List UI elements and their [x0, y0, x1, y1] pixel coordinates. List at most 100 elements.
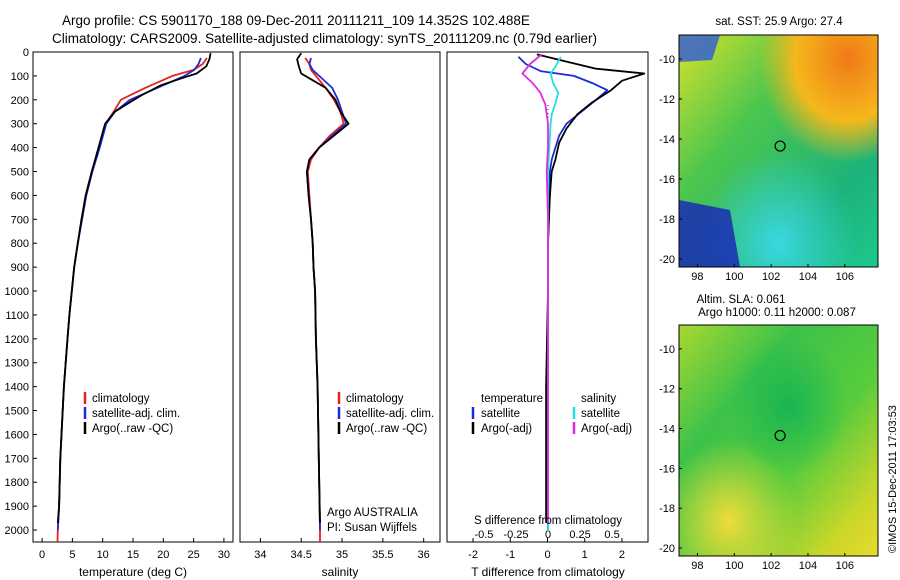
depth-tick-label: 700 [11, 214, 29, 226]
diff-sal-satellite-line [547, 56, 562, 530]
temperature-x-tick-label: 25 [187, 549, 199, 561]
salinity-x-tick-label: 35.5 [372, 549, 393, 561]
sst-lon-label: 100 [725, 271, 743, 283]
temperature-x-tick-label: 15 [127, 549, 139, 561]
legend-salinity-title: salinity [581, 393, 616, 405]
sla-map-title2: Argo h1000: 0.11 h2000: 0.087 [698, 307, 856, 319]
temperature-x-tick-label: 30 [218, 549, 230, 561]
sst-lat-label: -14 [659, 134, 675, 146]
depth-tick-label: 1600 [5, 429, 29, 441]
temperature-argo-line [56, 53, 212, 523]
sla-map-title1: Altim. SLA: 0.061 [697, 294, 786, 306]
depth-tick-label: 100 [11, 71, 29, 83]
sla-map-frame [678, 324, 879, 557]
salinity-xlabel: salinity [322, 565, 359, 579]
sst-lat-label: -12 [659, 94, 675, 106]
salinity-x-tick-label: 34 [254, 549, 266, 561]
difference-series [517, 53, 646, 530]
sla-lon-label: 106 [836, 560, 854, 572]
salinity-satellite-line [305, 57, 348, 531]
figure-title-line2: Climatology: CARS2009. Satellite-adjuste… [52, 31, 597, 46]
difference-t-tick-label: -2 [468, 549, 478, 561]
temperature-x-tick-label: 10 [97, 549, 109, 561]
depth-axis: 0 100 200 300 400 500 600 700 800 900 1000 1100 1200… [5, 47, 37, 537]
legend-temperature-title: temperature [481, 393, 543, 405]
sla-lat-label: -16 [659, 463, 675, 475]
salinity-x-axis: 34 34.5 35 35.5 36 [254, 538, 430, 561]
depth-tick-label: 300 [11, 119, 29, 131]
legend-climatology-label: climatology [346, 393, 404, 405]
sla-map-axes: 98 100 102 104 106 -10 -12 -14 -16 -18 -20 [659, 344, 854, 572]
sst-lat-label: -18 [659, 214, 675, 226]
sst-map-title: sat. SST: 25.9 Argo: 27.4 [715, 16, 843, 28]
sla-lat-label: -12 [659, 384, 675, 396]
salinity-argo-line [296, 52, 350, 523]
depth-tick-label: 900 [11, 262, 29, 274]
depth-tick-label: 1700 [5, 453, 29, 465]
difference-s-tick-label: 0.25 [569, 529, 590, 541]
temperature-satellite-line [56, 57, 202, 531]
depth-tick-label: 0 [23, 47, 29, 59]
sst-lat-label: -10 [659, 54, 675, 66]
salinity-panel-frame [239, 51, 441, 543]
temperature-climatology-line [56, 57, 208, 543]
sst-map [678, 34, 879, 268]
depth-tick-label: 1500 [5, 406, 29, 418]
salinity-x-tick-label: 35 [336, 549, 348, 561]
depth-tick-label: 1000 [5, 286, 29, 298]
sla-lon-label: 98 [691, 560, 703, 572]
sst-float-marker [774, 140, 786, 152]
diff-temp-satellite-line [517, 56, 609, 530]
sla-lon-label: 102 [762, 560, 780, 572]
salinity-legend: climatology satellite-adj. clim. Argo(..… [337, 392, 434, 435]
sla-lat-label: -10 [659, 344, 675, 356]
temperature-x-tick-label: 20 [157, 549, 169, 561]
difference-legend: temperature salinity satellite Argo(-adj… [471, 393, 632, 435]
difference-t-tick-label: 0 [544, 549, 550, 561]
difference-xlabel: T difference from climatology [471, 565, 625, 579]
depth-tick-label: 500 [11, 167, 29, 179]
legend-sal-argo-label: Argo(-adj) [581, 423, 632, 435]
sst-lon-label: 104 [799, 271, 817, 283]
difference-s-tick-label: 0.5 [604, 529, 619, 541]
sst-map-frame [678, 34, 879, 268]
legend-sal-satellite-label: satellite [581, 408, 620, 420]
sla-lon-label: 104 [799, 560, 817, 572]
temperature-x-axis: 0 5 10 15 20 25 30 [39, 538, 230, 561]
depth-tick-label: 200 [11, 95, 29, 107]
sla-float-marker [774, 429, 786, 442]
depth-tick-label: 800 [11, 238, 29, 250]
depth-tick-label: 1900 [5, 501, 29, 513]
sst-lat-label: -16 [659, 174, 675, 186]
depth-tick-label: 600 [11, 190, 29, 202]
sst-lon-label: 98 [691, 271, 703, 283]
depth-tick-label: 1100 [5, 310, 29, 322]
depth-tick-label: 1200 [5, 334, 29, 346]
depth-tick-label: 1800 [5, 477, 29, 489]
sst-lon-label: 106 [836, 271, 854, 283]
sla-map [678, 324, 879, 557]
difference-t-tick-label: -1 [505, 549, 515, 561]
temperature-xlabel: temperature (deg C) [79, 565, 187, 579]
legend-argo-label: Argo(..raw -QC) [92, 423, 173, 435]
sst-map-axes: 98 100 102 104 106 -10 -12 -14 -16 -18 -20 [659, 54, 854, 283]
sst-blue-patch-top [679, 35, 720, 62]
difference-s-label: S difference from climatology [474, 515, 622, 527]
depth-tick-label: 2000 [5, 525, 29, 537]
legend-satellite-label: satellite-adj. clim. [346, 408, 434, 420]
sla-lat-label: -20 [659, 543, 675, 555]
difference-t-tick-label: 1 [582, 549, 588, 561]
legend-temp-argo-label: Argo(-adj) [481, 423, 532, 435]
depth-tick-label: 400 [11, 143, 29, 155]
legend-temp-satellite-label: satellite [481, 408, 520, 420]
difference-s-tick-label: -0.25 [503, 529, 528, 541]
sla-lat-label: -18 [659, 503, 675, 515]
legend-argo-label: Argo(..raw -QC) [346, 423, 427, 435]
sst-lon-label: 102 [762, 271, 780, 283]
diff-sal-argo-line [521, 53, 549, 523]
difference-x-axis: -2 -1 0 1 2 -0.5 -0.25 0 0.25 0.5 [468, 529, 625, 561]
difference-s-tick-label: 0 [545, 529, 551, 541]
sla-lat-label: -14 [659, 424, 675, 436]
depth-tick-label: 1400 [5, 382, 29, 394]
